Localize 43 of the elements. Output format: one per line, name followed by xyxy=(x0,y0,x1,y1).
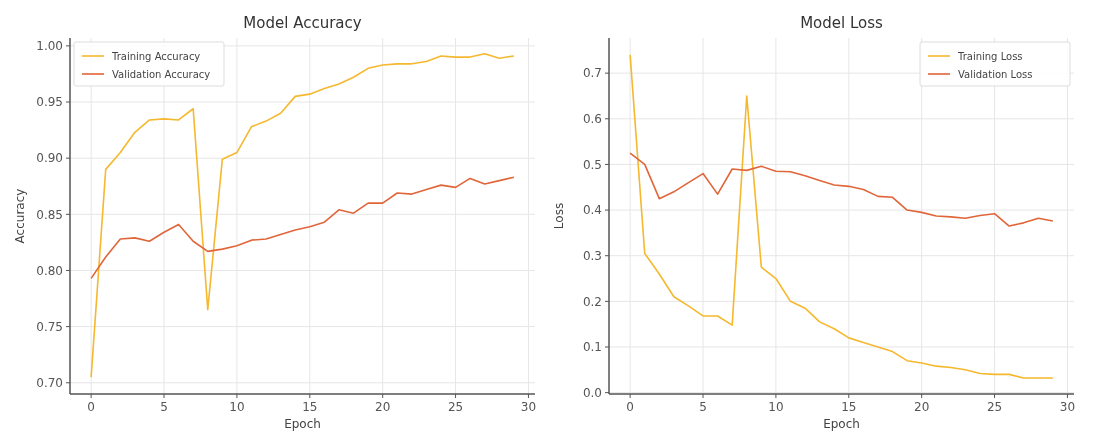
line-series xyxy=(90,176,515,280)
x-tick-label: 20 xyxy=(914,400,930,414)
legend-label: Validation Loss xyxy=(958,68,1033,80)
y-tick-label: 0.6 xyxy=(582,111,602,126)
y-tick-label: 0.2 xyxy=(582,294,602,309)
chart-title: Model Accuracy xyxy=(243,14,362,32)
x-tick-label: 5 xyxy=(699,400,707,414)
x-tick-label: 20 xyxy=(375,400,391,414)
line-series xyxy=(629,152,1054,227)
y-tick-label: 0.7 xyxy=(582,66,602,81)
x-tick-label: 10 xyxy=(229,400,245,414)
y-tick-label: 0.4 xyxy=(582,203,602,218)
y-tick-label: 0.80 xyxy=(36,263,63,278)
line-series xyxy=(629,54,1054,379)
y-tick-label: 0.1 xyxy=(582,340,602,355)
x-axis-title: Epoch xyxy=(823,417,860,431)
y-axis-title: Loss xyxy=(552,202,566,230)
x-tick-label: 15 xyxy=(841,400,857,414)
x-tick-label: 15 xyxy=(302,400,318,414)
x-axis-title: Epoch xyxy=(284,417,321,431)
y-tick-label: 0.75 xyxy=(36,319,63,334)
y-tick-label: 0.70 xyxy=(36,375,63,390)
x-tick-label: 10 xyxy=(768,400,784,414)
x-tick-label: 25 xyxy=(447,400,464,414)
y-axis-title: Accuracy xyxy=(13,188,27,244)
y-tick-label: 0.85 xyxy=(36,207,63,222)
x-tick-label: 25 xyxy=(986,400,1003,414)
x-tick-label: 0 xyxy=(626,400,634,414)
y-tick-label: 1.00 xyxy=(36,39,63,54)
y-tick-label: 0.90 xyxy=(36,151,63,166)
y-tick-label: 0.95 xyxy=(36,95,63,110)
legend-label: Training Accuracy xyxy=(111,50,201,62)
legend-label: Validation Accuracy xyxy=(112,68,211,80)
x-tick-label: 0 xyxy=(87,400,95,414)
y-tick-label: 0.5 xyxy=(582,157,602,172)
x-tick-label: 30 xyxy=(520,400,537,414)
y-tick-label: 0.3 xyxy=(582,248,602,263)
line-series xyxy=(90,52,515,378)
y-tick-label: 0.0 xyxy=(582,385,602,400)
chart-title: Model Loss xyxy=(800,14,884,32)
x-tick-label: 5 xyxy=(160,400,168,414)
legend-label: Training Loss xyxy=(957,50,1023,62)
x-tick-label: 30 xyxy=(1059,400,1076,414)
